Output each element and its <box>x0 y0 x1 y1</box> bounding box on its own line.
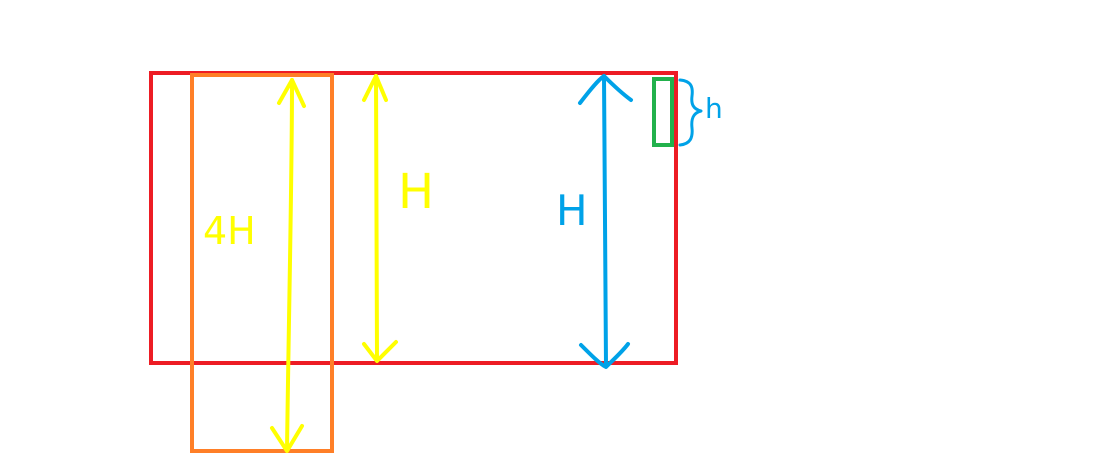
label-small-h: h <box>705 92 723 125</box>
tall-orange-rectangle <box>190 73 334 453</box>
label-h-yellow: H <box>398 164 434 220</box>
outer-red-rectangle <box>149 71 678 365</box>
label-4h: 4H <box>203 209 256 253</box>
small-green-rectangle <box>652 77 674 147</box>
yellow-double-arrow-h <box>362 74 398 363</box>
blue-double-arrow-h <box>578 74 633 369</box>
label-h-blue: H <box>556 186 588 235</box>
yellow-double-arrow-4h <box>270 78 306 453</box>
blue-brace <box>678 78 703 147</box>
